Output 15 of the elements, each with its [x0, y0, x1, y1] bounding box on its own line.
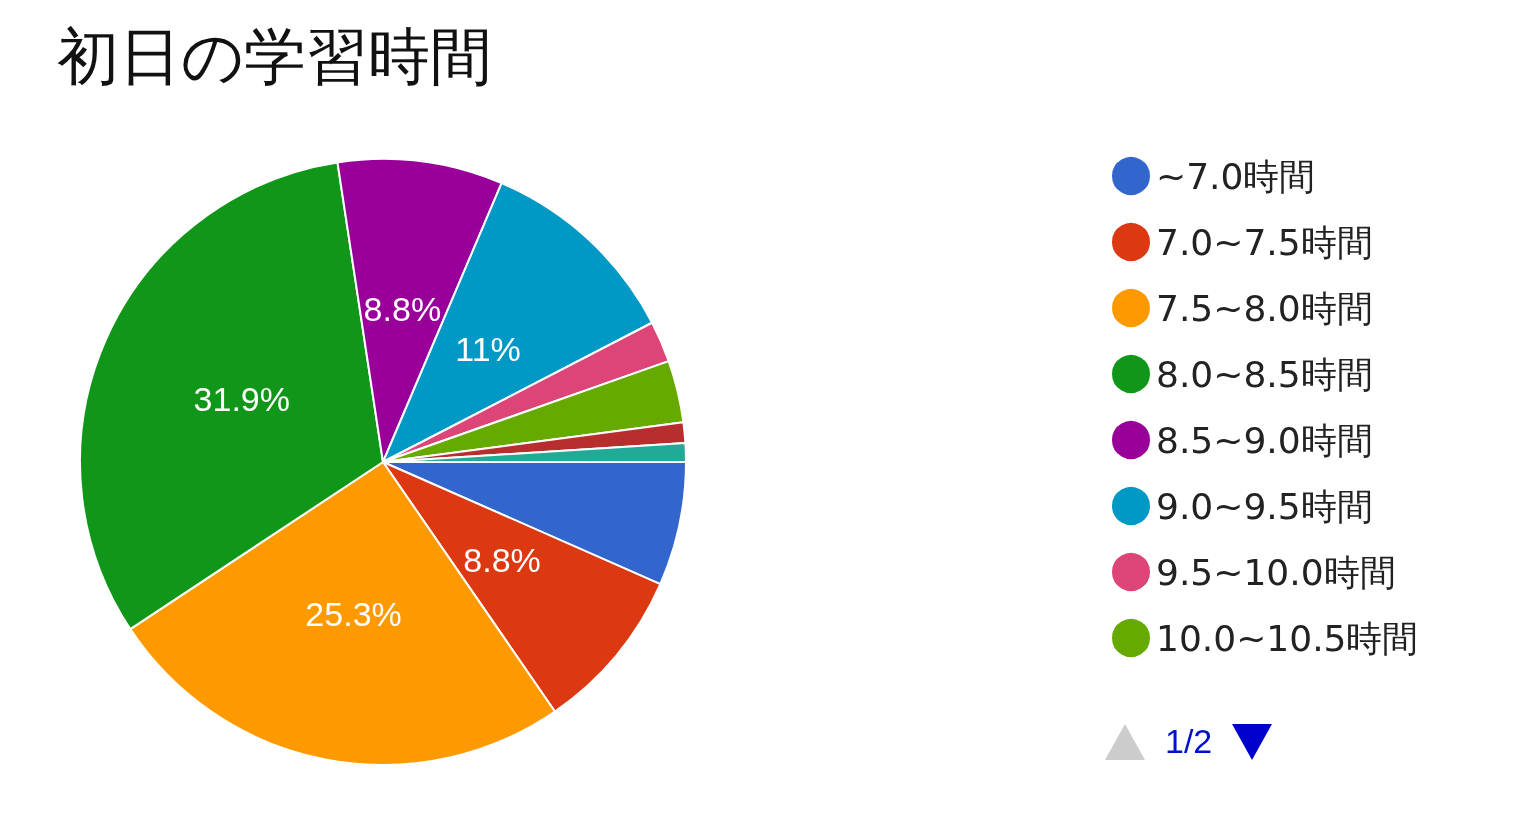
- legend-label: 8.5~9.0時間: [1156, 419, 1373, 461]
- data-label: 8.8%: [463, 541, 541, 580]
- legend-label: 9.5~10.0時間: [1156, 551, 1396, 593]
- legend-label: 7.5~8.0時間: [1156, 287, 1373, 329]
- data-label: 25.3%: [305, 594, 402, 633]
- legend-label: 8.0~8.5時間: [1156, 353, 1373, 395]
- legend-label: ~7.0時間: [1156, 155, 1316, 197]
- legend-label: 10.0~10.5時間: [1156, 617, 1419, 659]
- data-label: 11%: [455, 329, 521, 368]
- legend-label: 9.0~9.5時間: [1156, 485, 1373, 527]
- legend-label: 7.0~7.5時間: [1156, 221, 1373, 263]
- text: 1/2: [1165, 722, 1213, 761]
- data-label: 8.8%: [363, 289, 442, 328]
- chart-title: 初日の学習時間: [57, 19, 492, 93]
- data-label: 31.9%: [193, 380, 290, 419]
